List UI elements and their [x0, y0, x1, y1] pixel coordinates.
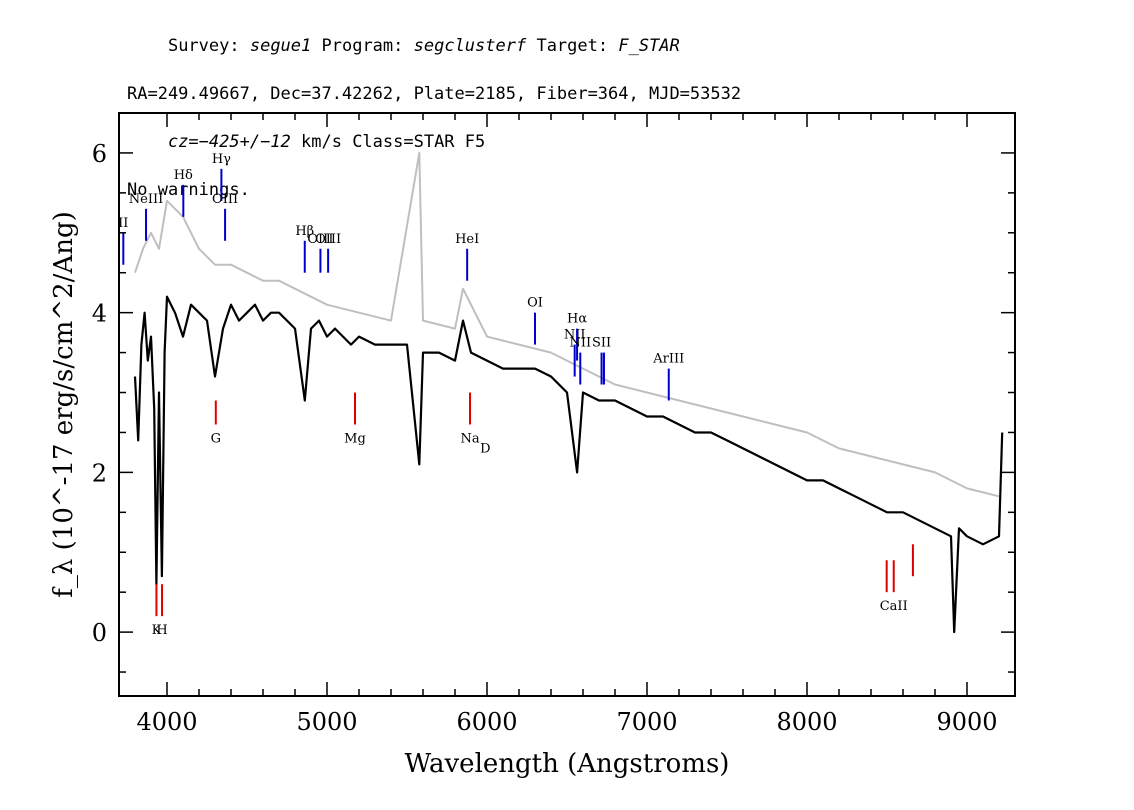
emission-label-13: SII [592, 336, 611, 351]
header-line-warnings: No warnings. [127, 180, 250, 200]
x-tick-label: 4000 [136, 708, 197, 736]
y-tick-label: 2 [92, 459, 107, 487]
x-tick-label: 7000 [616, 708, 677, 736]
y-axis-label: f_λ (10^-17 erg/s/cm^2/Ang) [49, 211, 79, 597]
header-line-coordinates: RA=249.49667, Dec=37.42262, Plate=2185, … [127, 84, 742, 104]
axis-labels: 4000 5000 6000 7000 8000 9000 0 2 4 6 Wavelength (… [49, 140, 998, 779]
emission-label-12: NII [569, 336, 591, 351]
absorption-label-0: K [152, 623, 162, 638]
flux-series [133, 295, 1004, 634]
emission-label-15: ArIII [652, 352, 684, 367]
absorption-label-4: Na [460, 431, 479, 446]
emission-label-2: Hδ [174, 168, 193, 183]
emission-label-1: NeIII [129, 192, 163, 207]
absorption-label-3: Mg [344, 431, 366, 446]
program-value: segclusterf [413, 36, 527, 56]
emission-label-5: Hβ [295, 224, 314, 239]
x-tick-label: 8000 [776, 708, 837, 736]
y-tick-label: 6 [92, 140, 107, 168]
emission-label-7: OIII [315, 232, 341, 247]
y-tick-label: 0 [92, 619, 107, 647]
x-axis-label: Wavelength (Angstroms) [405, 749, 730, 779]
error-line [134, 151, 1000, 498]
emission-label-11: Hα [567, 312, 587, 327]
spectrum-header: Survey: segue1 Program: segclusterf Targ… [127, 10, 741, 202]
flux-line [133, 295, 1004, 634]
emission-label-6: OIII [307, 232, 333, 247]
emission-label-9: OI [527, 296, 543, 311]
survey-value: segue1 [249, 36, 312, 56]
absorption-label-2: G [211, 431, 221, 446]
header-line-survey: Survey: segue1 Program: segclusterf Targ… [167, 36, 680, 56]
extra-label-0: D [480, 441, 490, 456]
y-tick-label: 4 [92, 300, 107, 328]
emission-label-10: NII [564, 328, 586, 343]
emission-label-0: II [118, 216, 128, 231]
emission-label-4: OIII [212, 192, 238, 207]
absorption-label-6: CaII [880, 599, 908, 614]
absorption-label-1: H [156, 623, 167, 638]
axes [118, 112, 1016, 697]
plot-frame [118, 112, 1016, 697]
emission-label-3: Hγ [212, 152, 231, 167]
cz-value: cz=−425+/−12 [167, 132, 291, 152]
header-line-redshift: cz=−425+/−12 km/s Class=STAR F5 [167, 132, 486, 152]
target-value: F_STAR [618, 36, 680, 56]
x-tick-label: 6000 [456, 708, 517, 736]
emission-label-8: HeI [455, 232, 479, 247]
error-series [134, 151, 1000, 498]
x-tick-label: 9000 [936, 708, 997, 736]
x-tick-label: 5000 [296, 708, 357, 736]
